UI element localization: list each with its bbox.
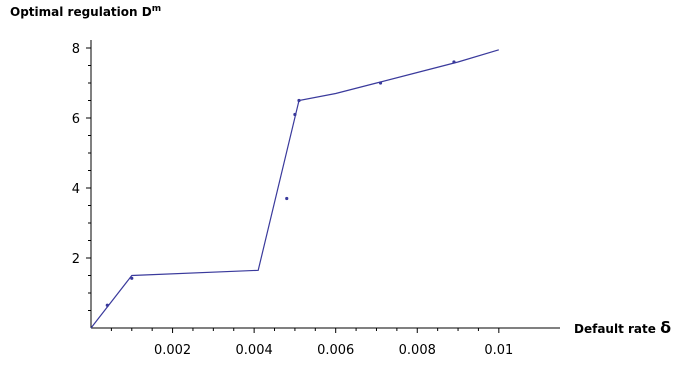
y-tick-label: 4 xyxy=(72,182,80,197)
x-tick-label: 0.006 xyxy=(317,343,354,358)
x-tick-label: 0.004 xyxy=(236,343,273,358)
data-point xyxy=(105,303,109,307)
series-line xyxy=(90,49,499,329)
data-point xyxy=(285,196,289,201)
y-ticks: 2 4 6 8 xyxy=(72,42,91,311)
y-tick-label: 2 xyxy=(72,252,80,267)
y-tick-label: 6 xyxy=(72,112,80,127)
x-tick-label: 0.002 xyxy=(154,343,191,358)
x-tick-label: 0.01 xyxy=(484,343,513,358)
x-axis-label: Default rate δ xyxy=(574,318,671,337)
y-axis-label: Optimal regulation Dm xyxy=(10,4,161,19)
data-point xyxy=(452,60,456,64)
y-tick-label: 8 xyxy=(72,42,80,57)
data-point xyxy=(293,112,297,117)
x-tick-label: 0.008 xyxy=(399,343,436,358)
marker-group xyxy=(105,60,456,307)
data-point xyxy=(378,81,383,85)
data-point xyxy=(297,98,301,103)
x-ticks: 0.002 0.004 0.006 0.008 0.01 xyxy=(110,328,513,358)
data-point xyxy=(130,276,134,280)
series-group xyxy=(90,49,499,329)
